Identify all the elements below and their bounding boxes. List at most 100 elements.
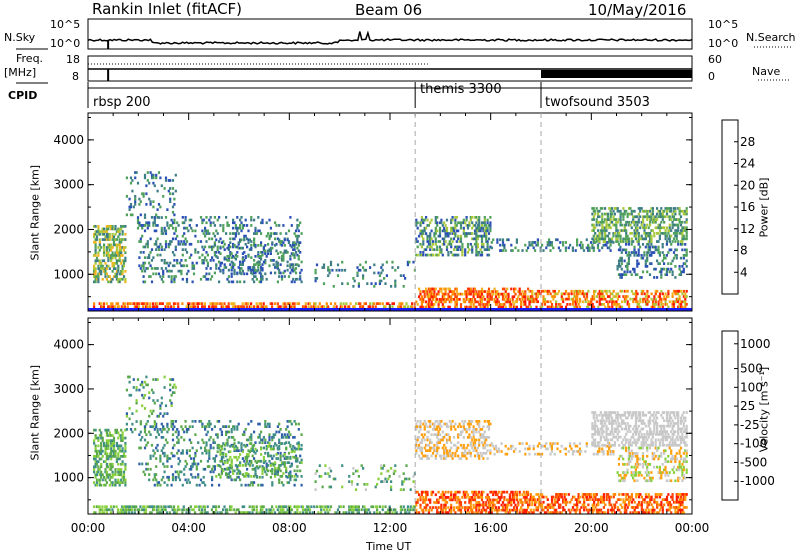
power-cell (233, 237, 236, 241)
power-cell (429, 287, 432, 291)
power-cell (536, 243, 539, 247)
velocity-cell (171, 454, 175, 458)
power-cell (124, 256, 127, 260)
power-cell (534, 249, 537, 252)
velocity-cell (177, 430, 180, 434)
power-cell (609, 243, 612, 247)
velocity-cell (117, 444, 120, 448)
power-cell (605, 289, 608, 293)
power-cell (229, 253, 232, 257)
power-cell (671, 259, 674, 263)
power-cell (209, 245, 212, 249)
power-cell (490, 241, 493, 244)
velocity-cell (114, 473, 117, 477)
power-cell (535, 295, 538, 298)
velocity-cell (160, 449, 163, 452)
velocity-cell (349, 508, 352, 512)
velocity-cell (100, 476, 103, 479)
power-cell (549, 249, 552, 252)
power-cell (385, 302, 388, 305)
nsky-label: N.Sky (4, 31, 36, 44)
power-cell (261, 253, 264, 257)
power-cell (436, 245, 439, 249)
power-cell (587, 300, 590, 304)
power-cell (141, 192, 144, 196)
nsky-tick-top: 10^5 (50, 18, 81, 31)
power-cell (653, 220, 656, 224)
power-cell (514, 292, 517, 296)
power-cell (201, 221, 204, 225)
velocity-cell (518, 508, 521, 512)
power-cell (678, 212, 681, 216)
power-cell (280, 244, 284, 247)
power-cell (108, 232, 111, 236)
velocity-cell (594, 495, 597, 499)
power-cell (637, 248, 640, 252)
power-cell (98, 270, 101, 273)
velocity-cell (130, 508, 134, 512)
power-cell (576, 305, 579, 309)
power-cell (156, 208, 159, 211)
velocity-cell (296, 511, 299, 514)
power-cell (416, 226, 419, 230)
power-cell (181, 264, 184, 268)
power-cell (608, 223, 611, 227)
velocity-cell (415, 508, 418, 512)
power-cell (115, 238, 118, 241)
power-cell (105, 248, 108, 252)
velocity-cell (443, 503, 446, 507)
power-cell (107, 246, 110, 249)
power-cell (283, 251, 286, 254)
velocity-cell (385, 511, 388, 514)
power-cell (632, 292, 635, 296)
velocity-cell (306, 508, 309, 512)
power-cell (328, 268, 331, 272)
velocity-cell (494, 493, 498, 497)
power-cell (327, 274, 330, 277)
power-cell (184, 216, 187, 219)
power-cell (576, 238, 579, 242)
velocity-cell (500, 496, 503, 499)
velocity-cell (602, 500, 605, 504)
velocity-cell (156, 443, 159, 447)
power-cell (443, 287, 446, 291)
velocity-cell (447, 511, 450, 514)
velocity-cell (419, 506, 422, 509)
velocity-cell (671, 495, 674, 499)
power-cell (629, 212, 632, 216)
power-cell (681, 232, 684, 235)
power-cell (671, 220, 674, 224)
power-cell (664, 215, 667, 219)
power-cell (227, 268, 230, 272)
power-cell (156, 237, 159, 241)
power-cell (408, 260, 411, 264)
power-cell (682, 289, 685, 293)
velocity-cell (108, 468, 111, 471)
velocity-cell (445, 501, 449, 504)
power-cell (93, 280, 96, 284)
velocity-cell (528, 500, 531, 504)
velocity-cell (583, 506, 586, 509)
power-cell (466, 224, 470, 227)
power-cell (552, 297, 555, 301)
power-cell (115, 243, 118, 247)
power-cell (454, 216, 457, 219)
power-cell (625, 232, 628, 235)
power-cell (650, 218, 653, 221)
velocity-cell (100, 444, 103, 448)
velocity-cell (542, 500, 545, 504)
velocity-cell (128, 511, 131, 514)
velocity-cell (114, 431, 117, 435)
power-cell (595, 300, 598, 304)
velocity-cell (550, 500, 554, 504)
velocity-cell (681, 493, 684, 496)
power-cell (483, 248, 486, 251)
power-cell (237, 226, 240, 230)
velocity-cell (223, 505, 226, 509)
velocity-cell (122, 473, 126, 477)
power-cell (258, 263, 261, 266)
power-cell (236, 226, 239, 230)
power-cell (654, 245, 657, 249)
power-cell (420, 298, 423, 301)
velocity-cell (667, 508, 670, 512)
